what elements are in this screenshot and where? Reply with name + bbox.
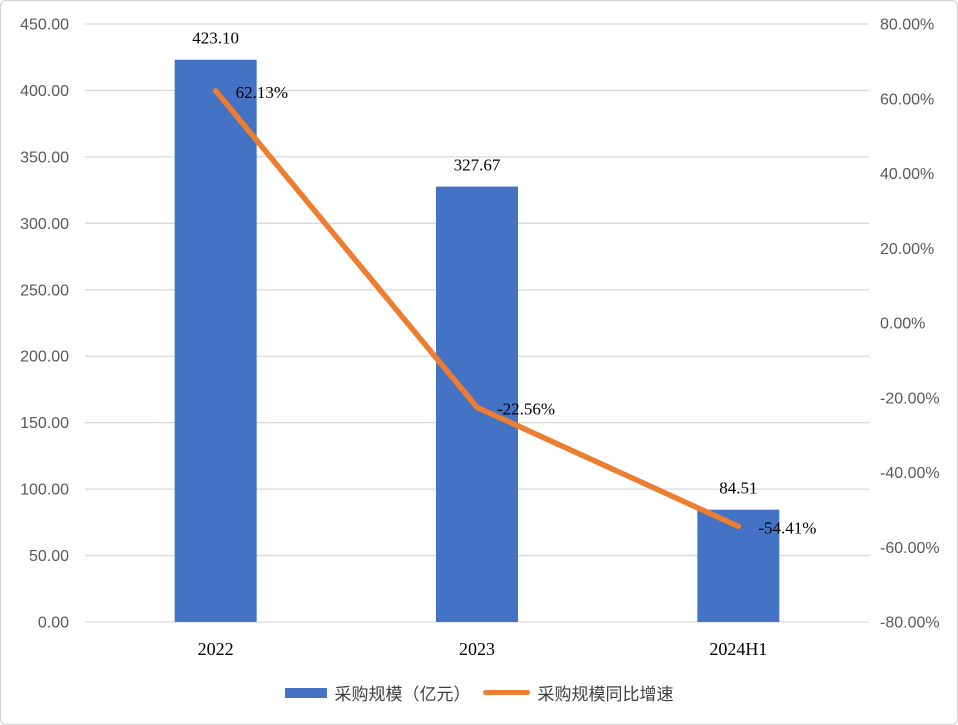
left-axis-tick-label: 150.00 <box>20 415 69 432</box>
left-axis-tick-label: 50.00 <box>29 548 69 565</box>
left-axis-tick-label: 100.00 <box>20 482 69 499</box>
bar-value-label: 423.10 <box>192 29 239 48</box>
right-axis-tick-label: -40.00% <box>880 465 940 482</box>
left-axis-tick-label: 350.00 <box>20 149 69 166</box>
right-axis-tick-label: 40.00% <box>880 166 934 183</box>
right-axis-tick-label: -80.00% <box>880 615 940 632</box>
line-point-label: -22.56% <box>497 399 555 418</box>
right-axis-tick-label: 60.00% <box>880 91 934 108</box>
left-axis-tick-label: 0.00 <box>38 615 69 632</box>
left-axis-tick-label: 450.00 <box>20 17 69 34</box>
bar-series-swatch-icon <box>284 687 327 698</box>
x-axis-tick-label: 2023 <box>459 639 495 659</box>
line-point-label: -54.41% <box>758 518 816 537</box>
legend-item-bar-series: 采购规模（亿元） <box>284 680 471 705</box>
bar-2022 <box>174 59 257 622</box>
left-axis-tick-label: 200.00 <box>20 349 69 366</box>
legend-label-bar-series: 采购规模（亿元） <box>334 685 471 704</box>
x-axis-tick-label: 2024H1 <box>709 639 767 659</box>
bar-value-label: 84.51 <box>719 479 757 498</box>
legend-label-line-series: 采购规模同比增速 <box>537 685 674 704</box>
x-axis-tick-label: 2022 <box>198 639 234 659</box>
right-axis-tick-label: 20.00% <box>880 241 934 258</box>
bar-value-label: 327.67 <box>454 156 501 175</box>
chart-legend: 采购规模（亿元） 采购规模同比增速 <box>1 680 957 705</box>
right-axis-tick-label: -60.00% <box>880 540 940 557</box>
left-axis-tick-label: 250.00 <box>20 282 69 299</box>
right-axis-tick-label: 0.00% <box>880 316 925 333</box>
line-point-label: 62.13% <box>236 83 288 102</box>
line-series-swatch-icon <box>482 690 530 695</box>
right-axis-tick-label: 80.00% <box>880 17 934 34</box>
left-axis-tick-label: 300.00 <box>20 216 69 233</box>
growth-line <box>212 88 742 530</box>
legend-item-line-series: 采购规模同比增速 <box>482 680 674 705</box>
right-axis-tick-label: -20.00% <box>880 390 940 407</box>
left-axis-tick-label: 400.00 <box>20 83 69 100</box>
